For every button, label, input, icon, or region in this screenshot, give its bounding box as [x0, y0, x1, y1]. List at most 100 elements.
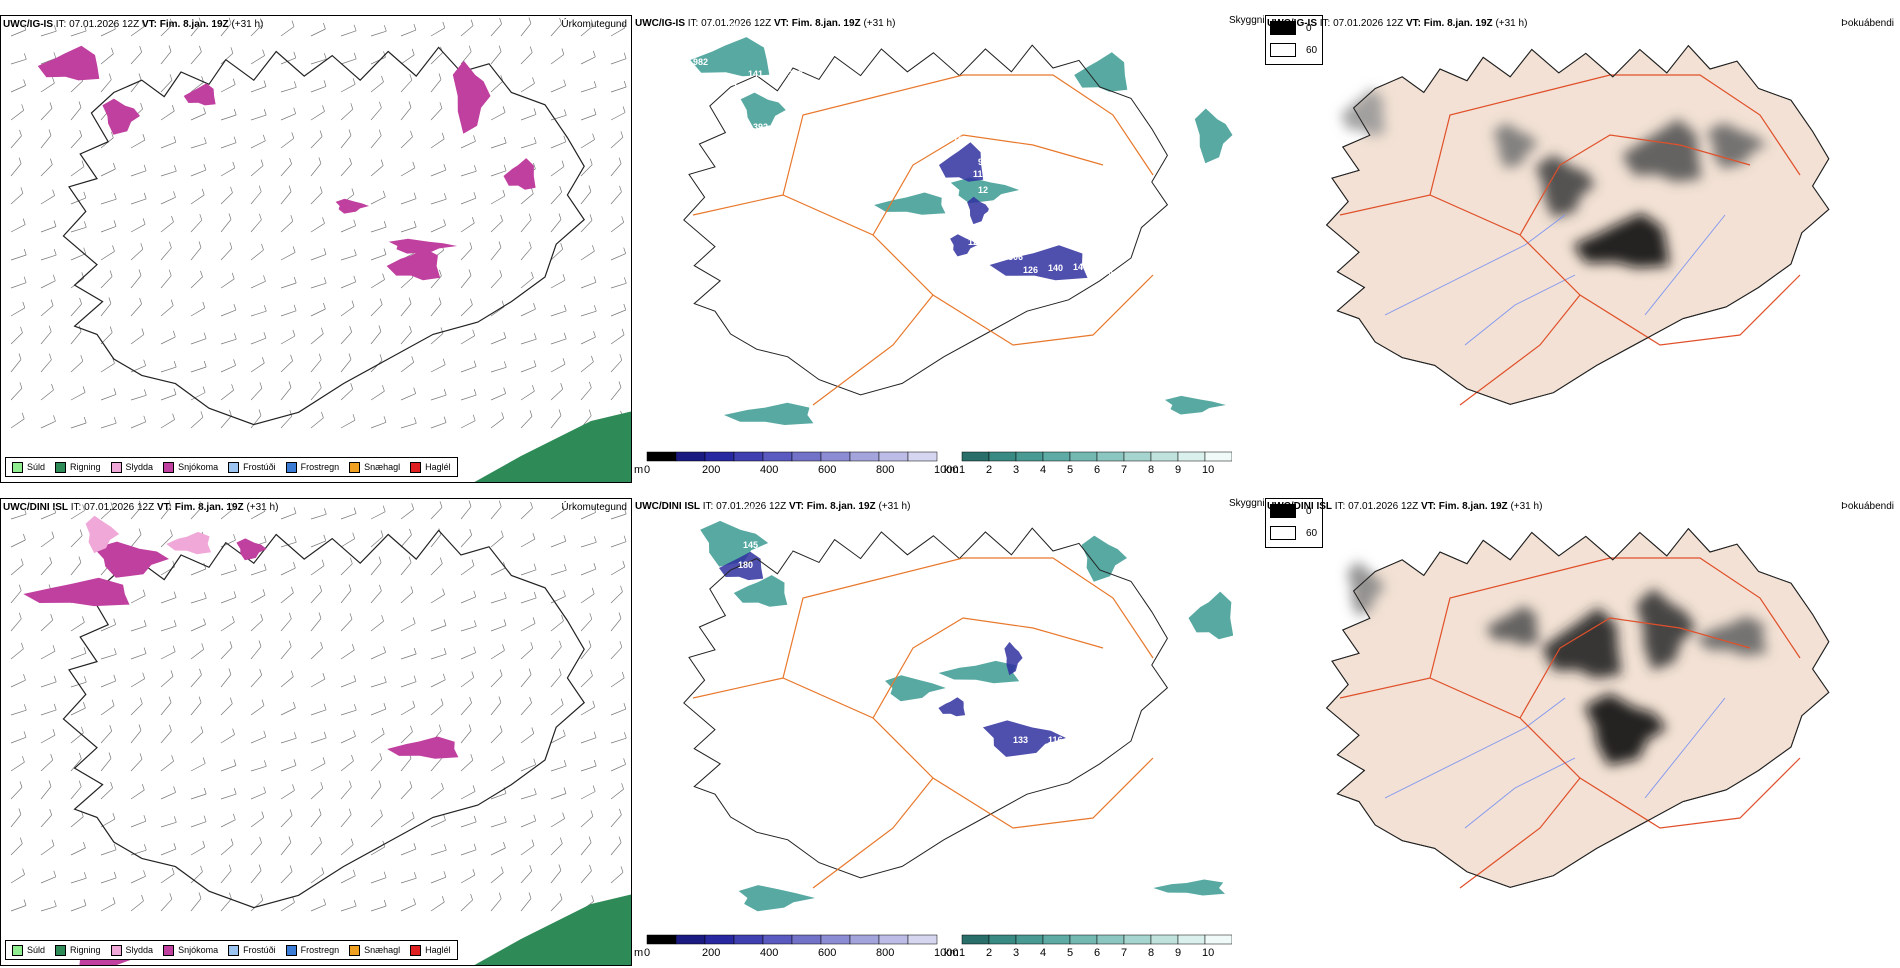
wind-barb — [340, 52, 357, 65]
wind-barb — [400, 528, 412, 548]
wind-barb — [310, 105, 325, 121]
panel-title: Þokuábendi — [1841, 501, 1894, 512]
wind-barb — [190, 892, 202, 912]
wind-barb — [370, 220, 387, 233]
wind-barb — [10, 508, 27, 520]
cloud-base-swatches — [646, 451, 938, 462]
wind-barb — [490, 892, 502, 912]
wind-barb — [490, 756, 505, 772]
wind-barb — [460, 242, 473, 261]
wind-barb — [100, 245, 115, 261]
low-visibility-area — [1188, 591, 1233, 640]
wind-barb — [580, 108, 597, 121]
wind-barb — [400, 675, 417, 688]
wind-barb — [580, 355, 594, 373]
wind-barb — [460, 590, 477, 604]
colorbar-cell — [675, 934, 706, 945]
wind-barb — [610, 671, 625, 688]
wind-barb — [220, 813, 236, 828]
wind-barb — [220, 409, 232, 429]
wind-barb — [460, 165, 477, 177]
wind-barb — [250, 305, 267, 317]
legend-swatch — [12, 461, 23, 473]
wind-barb — [130, 218, 146, 233]
wind-barb — [280, 670, 294, 688]
wind-barb — [340, 157, 352, 177]
wind-barb — [610, 866, 624, 884]
wind-barb — [490, 725, 503, 744]
legend-label: Snæhagl — [364, 462, 401, 472]
colorbar-cell — [849, 451, 880, 462]
wind-barb — [40, 299, 54, 317]
wind-barb — [550, 274, 566, 289]
wind-barb — [40, 839, 55, 856]
wind-barb — [610, 303, 627, 317]
visibility-colorbar: km 1 2 3 4 5 6 7 8 9 10 — [942, 934, 1232, 964]
low-cloud-base-area — [938, 697, 966, 717]
wind-barb — [220, 161, 236, 177]
wind-barb — [310, 327, 324, 345]
visibility-panel: UWC/IG-IS IT: 07.01.2026 12Z VT: Fim. 8.… — [633, 15, 1233, 483]
wind-barb — [340, 899, 357, 912]
wind-barb — [430, 193, 447, 205]
wind-barb — [160, 645, 176, 660]
model-name: UWC/DINI ISL — [1267, 501, 1332, 512]
cloud-base-label: 392 — [753, 122, 768, 132]
wind-barb — [160, 241, 172, 261]
wind-barb — [10, 837, 23, 856]
wind-barb — [220, 47, 234, 65]
low-visibility-area — [733, 575, 788, 607]
low-cloud-base-area — [950, 234, 978, 257]
legend-item: Snjókoma — [163, 461, 218, 473]
wind-barb — [250, 185, 262, 205]
iceland-outline — [62, 529, 585, 909]
wind-barb — [550, 358, 566, 373]
colorbar-cell — [733, 934, 764, 945]
fog-key-low: 60 — [1306, 527, 1318, 539]
cloud-base-label: 997 — [818, 562, 833, 572]
wind-barb — [610, 185, 622, 205]
wind-barb — [460, 45, 472, 65]
wind-barb — [220, 384, 234, 401]
wind-barb — [580, 810, 594, 828]
wind-barb — [490, 106, 506, 121]
wind-barb — [40, 353, 52, 373]
wind-barb — [220, 213, 232, 233]
wind-barb — [130, 269, 142, 289]
wind-barb — [610, 560, 626, 576]
wind-barb — [190, 726, 204, 744]
wind-barb — [460, 696, 472, 716]
wind-barb — [190, 668, 202, 688]
wind-barb — [520, 532, 536, 548]
wind-barb — [520, 892, 532, 912]
init-time: 07.01.2026 12Z — [84, 502, 155, 513]
wind-barb — [490, 136, 507, 149]
legend-item: Slydda — [110, 461, 153, 473]
wind-barb — [190, 163, 207, 177]
colorbar-cell — [1069, 934, 1098, 945]
wind-barb — [190, 643, 205, 660]
legend-item: Snæhagl — [349, 944, 400, 956]
wind-barb — [310, 808, 322, 828]
wind-barb — [10, 104, 25, 121]
wind-barb — [460, 269, 472, 289]
legend-swatch — [285, 944, 297, 956]
wind-barb — [520, 410, 533, 429]
colorbar-tick: 6 — [1094, 464, 1101, 476]
legend-label: Súld — [27, 462, 46, 472]
wind-barb — [550, 409, 562, 429]
wind-barb — [160, 591, 177, 604]
panel-header: UWC/IG-IS IT: 07.01.2026 12Z VT: Fim. 8.… — [1267, 18, 1527, 29]
cloud-base-label: 372 — [748, 520, 763, 530]
wind-barb — [250, 894, 264, 912]
wind-barb — [370, 416, 387, 429]
fog-map — [1325, 527, 1830, 889]
wind-barb — [520, 814, 537, 828]
wind-barb — [280, 107, 297, 121]
panel-title: Skyggni — [1229, 15, 1265, 26]
wind-barb — [580, 185, 592, 205]
fog-key-white — [1270, 526, 1296, 540]
wind-barb — [340, 300, 355, 317]
wind-barb — [340, 249, 357, 261]
wind-barb — [250, 213, 262, 233]
